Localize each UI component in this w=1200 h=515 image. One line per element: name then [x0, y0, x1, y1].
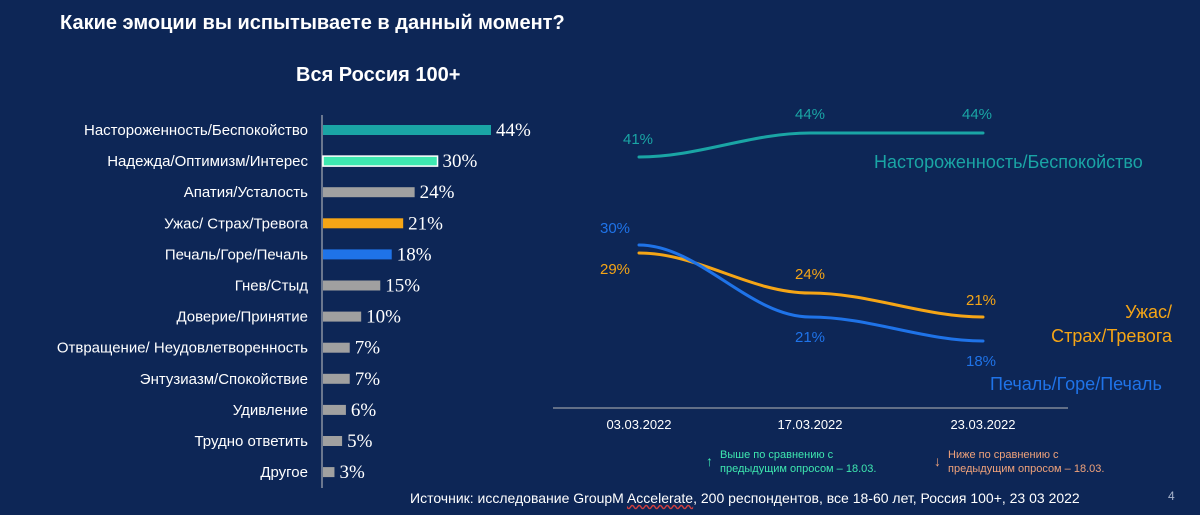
bar: [323, 373, 350, 384]
slide-title: Какие эмоции вы испытываете в данный мом…: [60, 12, 565, 34]
bar-category-label: Апатия/Усталость: [184, 184, 308, 201]
bar-category-label: Удивление: [233, 402, 308, 419]
line-value-label: 30%: [600, 220, 630, 237]
bar: [323, 467, 335, 478]
x-tick-label: 03.03.2022: [606, 417, 671, 432]
bar-category-label: Трудно ответить: [194, 433, 308, 450]
bar-category-label: Настороженность/Беспокойство: [84, 122, 308, 139]
line-value-label: 41%: [623, 131, 653, 148]
bar-category-label: Отвращение/ Неудовлетворенность: [57, 340, 308, 357]
bar: [322, 155, 439, 167]
line-value-label: 44%: [962, 106, 992, 123]
bar: [323, 436, 343, 446]
line-value-label: 18%: [966, 353, 996, 370]
bar: [323, 280, 381, 291]
bar-value-label: 7%: [355, 338, 381, 359]
page-number: 4: [1168, 489, 1175, 503]
source-accent: Accelerate: [626, 490, 694, 506]
bar-value-label: 24%: [420, 182, 455, 203]
arrow-up-icon: ↑: [706, 453, 713, 469]
bar-category-label: Энтузиазм/Спокойствие: [140, 371, 308, 388]
legend-down-line2: предыдущим опросом – 18.03.: [948, 463, 1105, 475]
bar-value-label: 30%: [443, 151, 478, 172]
bar-category-label: Печаль/Горе/Печаль: [165, 246, 308, 263]
bar: [323, 404, 346, 415]
bar-chart-title: Вся Россия 100+: [296, 64, 461, 86]
series-name-label: Страх/Тревога: [1051, 326, 1173, 346]
bar: [323, 311, 362, 322]
bar-category-label: Надежда/Оптимизм/Интерес: [107, 153, 308, 170]
source-note: Источник: исследование GroupM Accelerate…: [410, 490, 1080, 506]
bar-value-label: 15%: [385, 276, 420, 297]
line-value-label: 21%: [795, 329, 825, 346]
bar: [323, 125, 491, 135]
x-tick-label: 23.03.2022: [950, 417, 1015, 432]
series-name-label: Настороженность/Беспокойство: [874, 152, 1143, 172]
series-name-label: Печаль/Горе/Печаль: [990, 374, 1162, 394]
bar-category-label: Гнев/Стыд: [235, 278, 309, 295]
bar-value-label: 21%: [408, 213, 443, 234]
bar: [323, 218, 404, 229]
arrow-down-icon: ↓: [934, 453, 941, 469]
line-value-label: 29%: [600, 261, 630, 278]
legend-up-line2: предыдущим опросом – 18.03.: [720, 463, 877, 475]
series-line: [637, 243, 985, 343]
line-value-label: 24%: [795, 266, 825, 283]
legend-up-line1: Выше по сравнению с: [720, 449, 834, 461]
bar-value-label: 7%: [355, 369, 381, 390]
bar-value-label: 18%: [397, 244, 432, 265]
series-line: [637, 131, 985, 159]
line-value-label: 21%: [966, 292, 996, 309]
bar-value-label: 6%: [351, 400, 377, 421]
bar-value-label: 3%: [339, 462, 365, 483]
legend-down-line1: Ниже по сравнению с: [948, 449, 1059, 461]
line-chart: 03.03.2022 17.03.2022 23.03.2022 41% 44% 44% Н…: [553, 106, 1173, 432]
series-name-label: Ужас/: [1125, 302, 1172, 322]
bar-value-label: 44%: [496, 120, 531, 141]
bar: [323, 187, 415, 198]
bar-category-label: Доверие/Принятие: [176, 309, 308, 326]
series-line: [637, 251, 985, 319]
source-suffix: , 200 респондентов, все 18-60 лет, Росси…: [693, 490, 1080, 506]
bar-value-label: 10%: [366, 307, 401, 328]
source-prefix: Источник: исследование GroupM: [410, 490, 627, 506]
bar-value-label: 5%: [347, 431, 373, 452]
bar: [323, 342, 350, 353]
x-tick-label: 17.03.2022: [777, 417, 842, 432]
bar-chart: Настороженность/Беспокойство 44% Надежда/О…: [57, 115, 531, 488]
bar-category-label: Другое: [260, 464, 308, 481]
bar-category-label: Ужас/ Страх/Тревога: [164, 215, 309, 232]
line-value-label: 44%: [795, 106, 825, 123]
bar: [323, 249, 392, 260]
